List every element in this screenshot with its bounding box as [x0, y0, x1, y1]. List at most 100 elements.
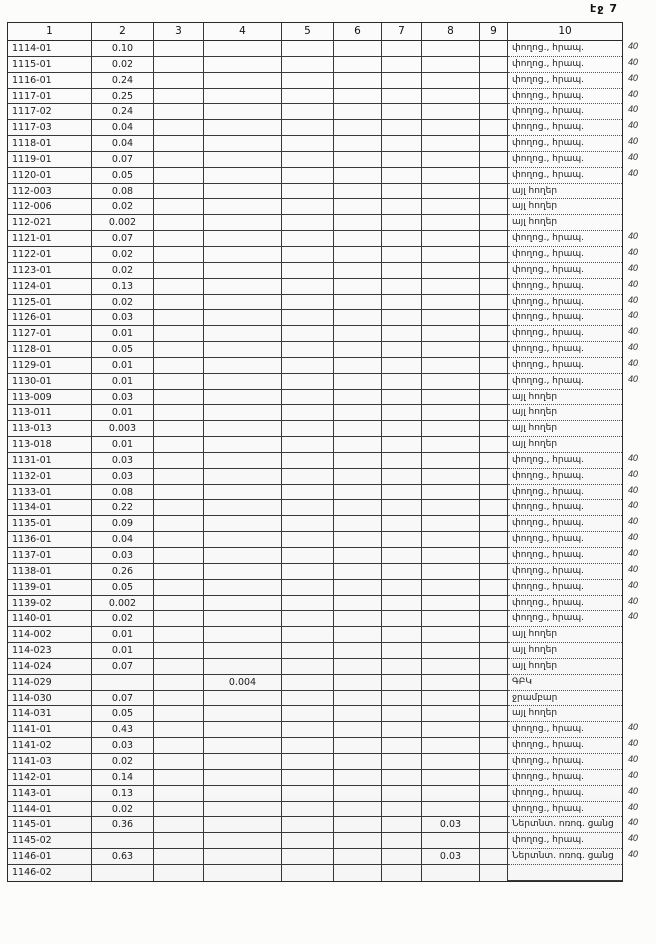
parcel-code-cell: 1129-01 [8, 357, 92, 374]
parcel-code-cell: 1141-02 [8, 738, 92, 754]
table-row: 114-023 0.01 այլ հողեր [8, 643, 622, 659]
empty-cell [382, 437, 422, 453]
area-value-cell [422, 563, 480, 580]
empty-cell [480, 579, 508, 596]
parcel-code-cell: 114-024 [8, 658, 92, 675]
empty-cell [154, 548, 204, 564]
empty-cell [282, 151, 334, 168]
empty-cell [334, 373, 382, 390]
empty-cell [154, 389, 204, 406]
table-row: 113-018 0.01 այլ հողեր [8, 437, 622, 453]
empty-cell [334, 864, 382, 881]
margin-annotation: 40 [628, 596, 638, 607]
empty-cell [480, 231, 508, 247]
land-use-cell: փողոց., հրապ. [508, 263, 622, 279]
table-row: 112-021 0.002 այլ հողեր [8, 215, 622, 232]
margin-annotation: 40 [628, 580, 638, 591]
empty-cell [154, 452, 204, 469]
empty-cell [154, 769, 204, 786]
land-use-cell: Ներտնտ. ոռոգ. ցանց [508, 849, 622, 865]
empty-cell [154, 500, 204, 517]
table-row: 113-009 0.03 այլ հողեր [8, 389, 622, 406]
margin-annotation: 40 [628, 295, 638, 306]
parcel-code-cell: 113-011 [8, 405, 92, 422]
land-use-cell: փողոց., հրապ. [508, 500, 622, 517]
empty-cell [282, 215, 334, 232]
empty-cell [282, 643, 334, 659]
margin-annotation: 40 [628, 42, 638, 52]
empty-cell [480, 151, 508, 168]
area-value-cell: 0.004 [204, 674, 282, 691]
table-row: 1146-01 0.63 0.03 Ներտնտ. ոռոգ. ցանց [8, 849, 622, 865]
parcel-code-cell: 1146-01 [8, 849, 92, 865]
area-value-cell: 0.02 [92, 801, 154, 818]
land-use-cell: այլ հողեր [508, 215, 622, 232]
empty-cell [282, 278, 334, 295]
empty-cell [282, 738, 334, 754]
area-value-cell [204, 151, 282, 168]
empty-cell [382, 532, 422, 548]
area-value-cell [422, 500, 480, 517]
empty-cell [334, 56, 382, 73]
area-value-cell: 0.36 [92, 817, 154, 834]
empty-cell [480, 136, 508, 152]
parcel-code-cell: 1133-01 [8, 484, 92, 501]
table-row: 1128-01 0.05 փողոց., հրապ. [8, 342, 622, 358]
empty-cell [154, 342, 204, 358]
margin-annotation: 40 [628, 564, 638, 575]
parcel-code-cell: 1145-02 [8, 833, 92, 850]
land-use-cell: փողոց., հրապ. [508, 532, 622, 548]
empty-cell [282, 326, 334, 343]
empty-cell [480, 833, 508, 850]
empty-cell [334, 516, 382, 533]
empty-cell [480, 484, 508, 501]
empty-cell [282, 437, 334, 453]
empty-cell [480, 627, 508, 644]
column-header-9: 9 [480, 23, 508, 41]
area-value-cell [204, 199, 282, 216]
table-row: 1140-01 0.02 փողոց., հրապ. [8, 611, 622, 628]
table-row: 1124-01 0.13 փողոց., հրապ. [8, 278, 622, 295]
empty-cell [282, 104, 334, 121]
table-row: 114-031 0.05 այլ հողեր [8, 706, 622, 723]
parcel-code-cell: 1117-01 [8, 88, 92, 105]
empty-cell [382, 849, 422, 865]
empty-cell [382, 801, 422, 818]
area-value-cell [422, 72, 480, 89]
empty-cell [480, 373, 508, 390]
margin-annotation: 40 [628, 247, 638, 258]
area-value-cell [204, 183, 282, 200]
table-row: 113-013 0.003 այլ հողեր [8, 421, 622, 438]
table-row: 112-006 0.02 այլ հողեր [8, 199, 622, 216]
empty-cell [382, 72, 422, 89]
empty-cell [154, 262, 204, 279]
area-value-cell [422, 294, 480, 311]
area-value-cell [422, 753, 480, 770]
empty-cell [480, 88, 508, 105]
margin-annotation: 40 [628, 279, 638, 290]
empty-cell [382, 151, 422, 168]
empty-cell [282, 294, 334, 311]
empty-cell [334, 294, 382, 311]
area-value-cell [422, 801, 480, 818]
empty-cell [480, 690, 508, 707]
empty-cell [382, 738, 422, 754]
area-value-cell: 0.14 [92, 769, 154, 786]
empty-cell [154, 785, 204, 802]
margin-annotation: 40 [628, 168, 638, 179]
empty-cell [334, 643, 382, 659]
margin-annotation [628, 864, 656, 880]
area-value-cell: 0.07 [92, 151, 154, 168]
empty-cell [154, 183, 204, 200]
land-use-cell: փողոց., հրապ. [508, 833, 622, 850]
margin-annotation: 40 [628, 754, 638, 765]
land-use-cell: փողոց., հրապ. [508, 247, 622, 263]
empty-cell [154, 231, 204, 247]
area-value-cell [204, 753, 282, 770]
empty-cell [334, 389, 382, 406]
empty-cell [334, 738, 382, 754]
empty-cell [154, 864, 204, 881]
empty-cell [480, 120, 508, 137]
table-row: 1114-01 0.10 փողոց., հրապ. [8, 41, 622, 57]
area-value-cell [204, 373, 282, 390]
